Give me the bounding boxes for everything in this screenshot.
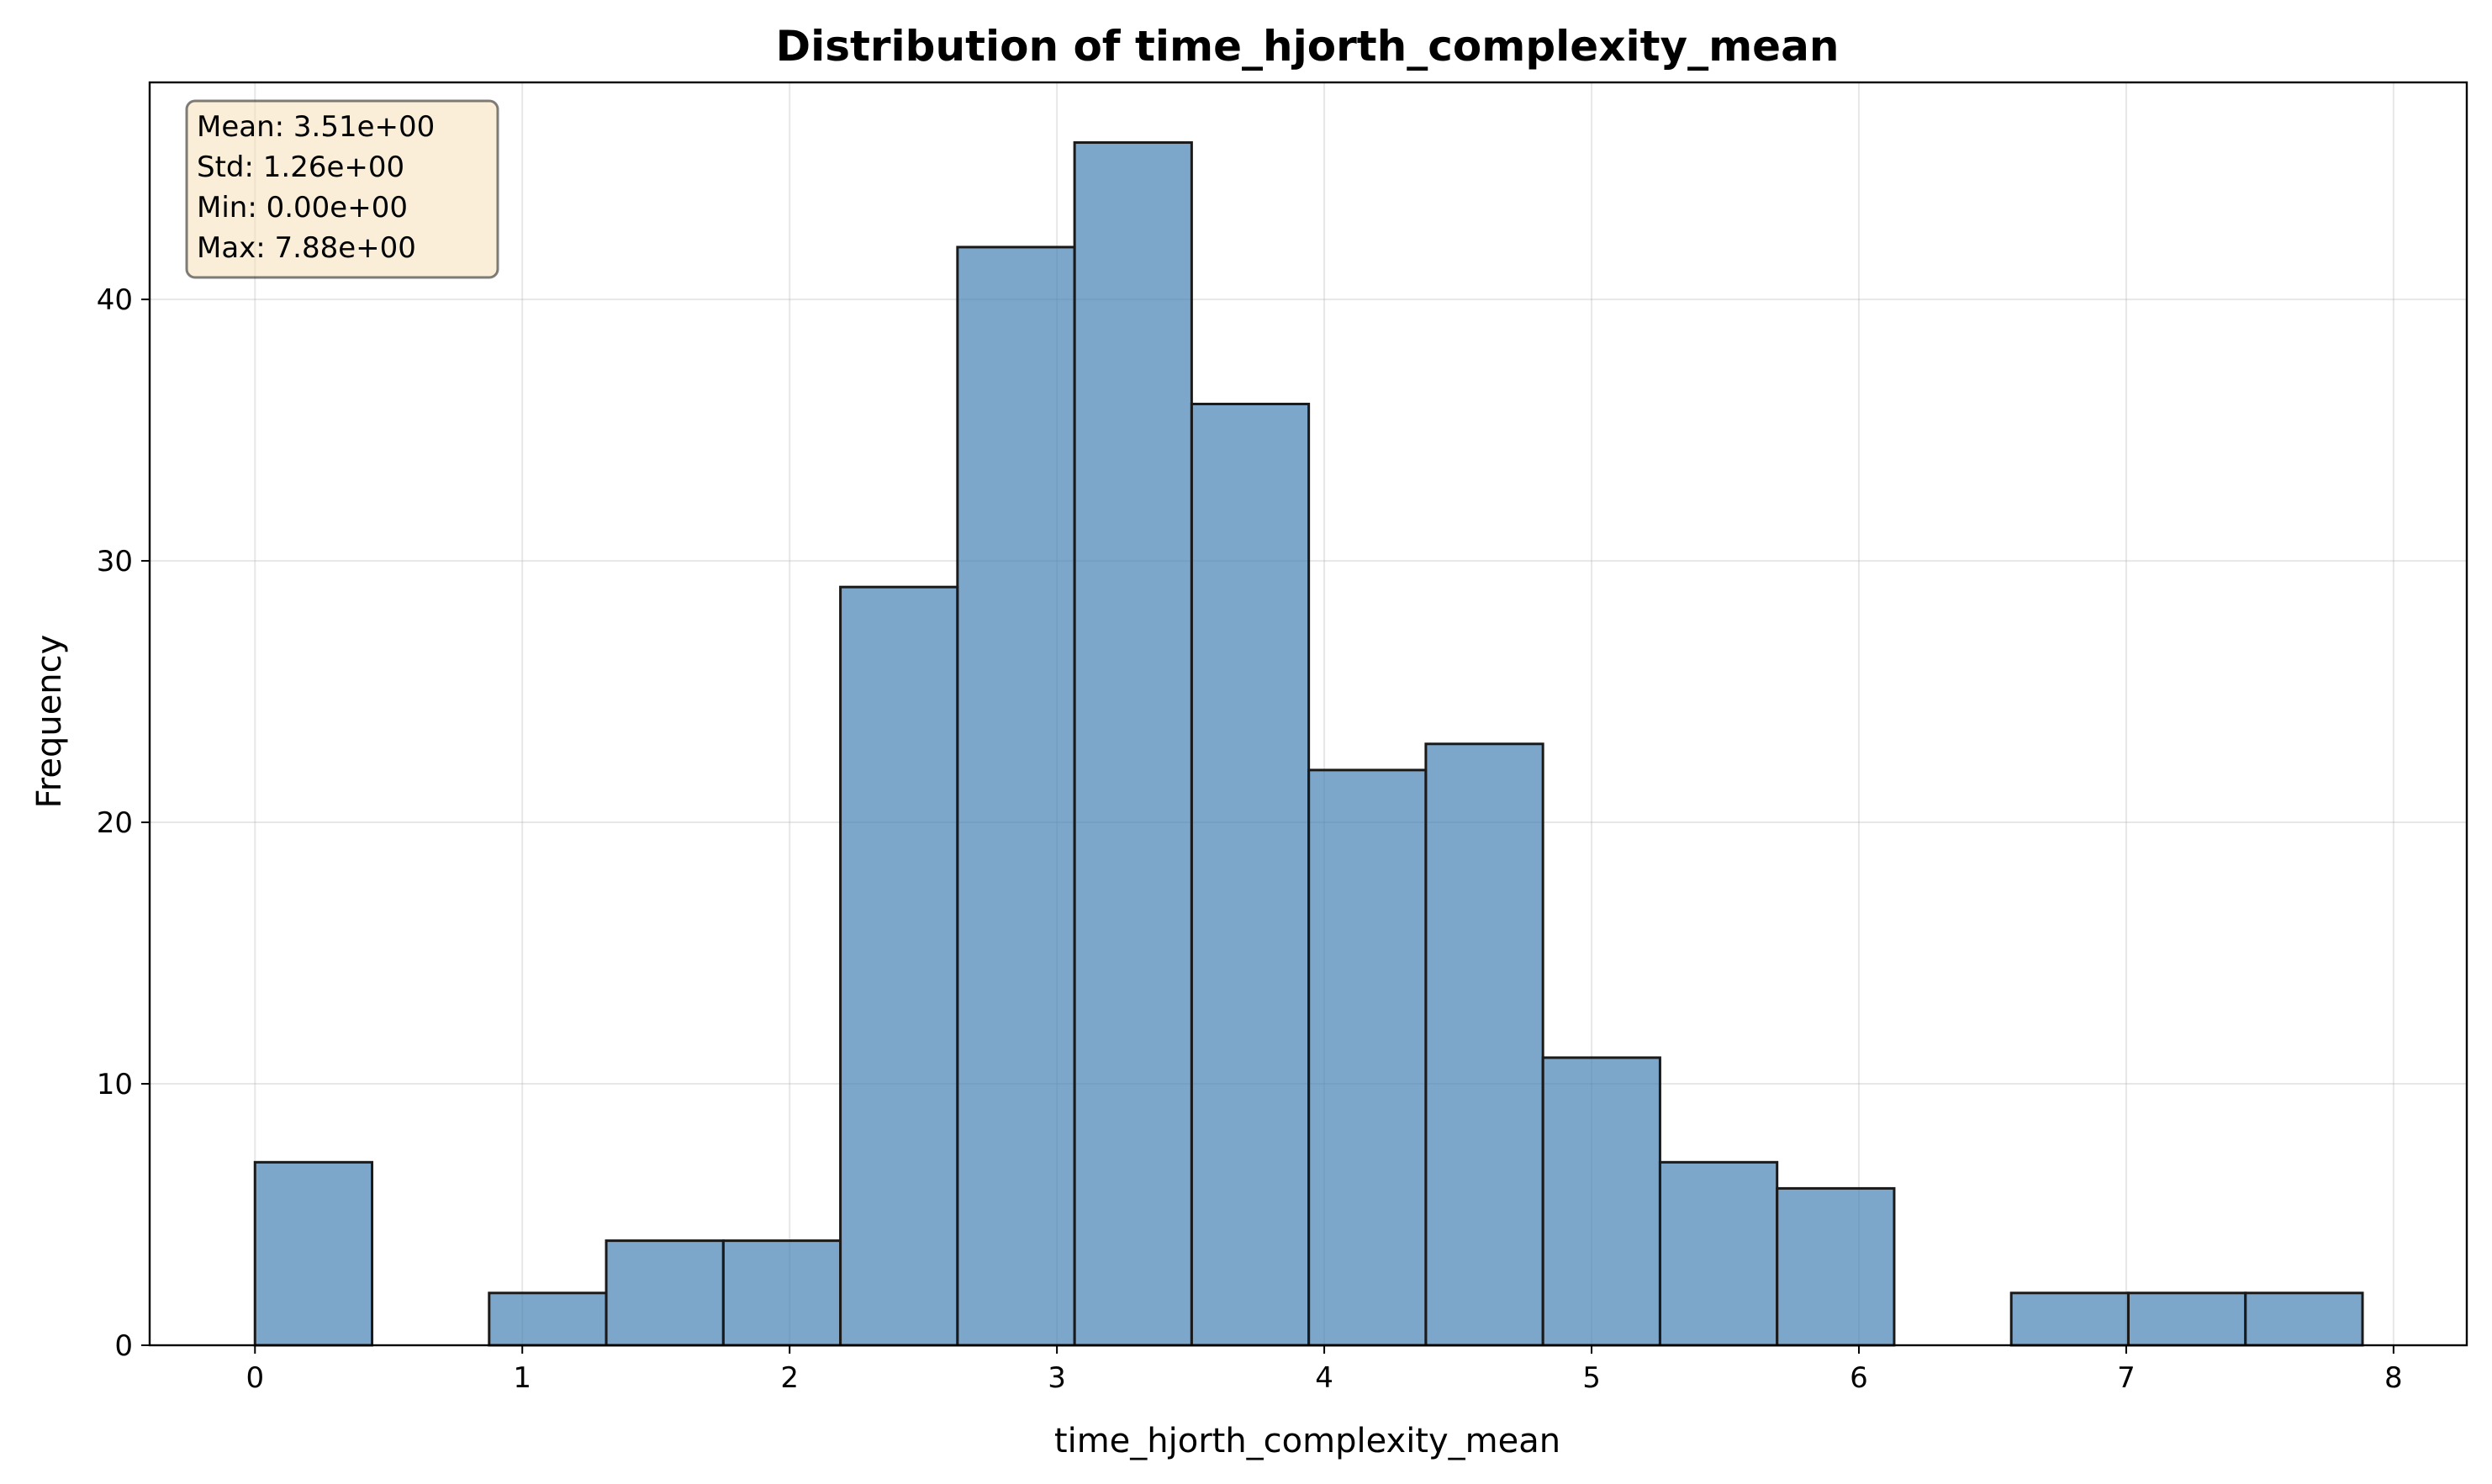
x-tick-label: 7 <box>2117 1361 2136 1395</box>
x-tick-label: 8 <box>2384 1361 2403 1395</box>
histogram-bar <box>1776 1186 1896 1347</box>
x-tick-label: 0 <box>246 1361 264 1395</box>
y-tick-label: 40 <box>97 283 133 317</box>
histogram-bar <box>1190 402 1311 1347</box>
histogram-bar <box>2126 1291 2247 1347</box>
histogram-bar <box>253 1160 374 1347</box>
y-tick-label: 20 <box>97 806 133 840</box>
histogram-bar <box>956 246 1076 1347</box>
histogram-bar <box>488 1291 608 1347</box>
stats-box: Mean: 3.51e+00 Std: 1.26e+00 Min: 0.00e+… <box>185 99 499 279</box>
histogram-bar <box>1424 742 1544 1347</box>
y-axis-ticks: 0 10 20 30 40 <box>97 283 150 1363</box>
stats-mean: Mean: 3.51e+00 <box>197 110 435 144</box>
x-tick-label: 6 <box>1850 1361 1868 1395</box>
histogram-bar <box>2009 1291 2130 1347</box>
x-axis-ticks: 0 1 2 3 4 5 6 7 8 <box>246 1345 2403 1395</box>
x-tick-label: 4 <box>1315 1361 1333 1395</box>
x-tick-label: 3 <box>1048 1361 1066 1395</box>
y-tick-label: 30 <box>97 545 133 578</box>
histogram-bar <box>2244 1291 2364 1347</box>
histogram-bar <box>721 1239 842 1347</box>
chart-title: Distribution of time_hjorth_complexity_m… <box>776 22 1840 71</box>
x-axis-label: time_hjorth_complexity_mean <box>1054 1422 1560 1460</box>
y-tick-label: 0 <box>114 1329 133 1363</box>
y-tick-label: 10 <box>97 1068 133 1101</box>
histogram-bars <box>253 141 2364 1347</box>
x-tick-label: 5 <box>1582 1361 1601 1395</box>
stats-std: Std: 1.26e+00 <box>197 151 404 184</box>
histogram-bar <box>1307 768 1428 1347</box>
x-tick-label: 2 <box>780 1361 799 1395</box>
histogram-bar <box>605 1239 725 1347</box>
histogram-bar <box>1658 1160 1779 1347</box>
y-axis-label: Frequency <box>30 635 69 809</box>
stats-min: Min: 0.00e+00 <box>197 191 408 224</box>
x-tick-label: 1 <box>513 1361 531 1395</box>
histogram-bar <box>1541 1056 1661 1347</box>
histogram-bar <box>839 585 959 1347</box>
stats-box-background <box>185 99 499 279</box>
histogram-bar <box>1073 141 1193 1347</box>
plot-frame <box>148 81 2468 1347</box>
stats-max: Max: 7.88e+00 <box>197 231 416 265</box>
